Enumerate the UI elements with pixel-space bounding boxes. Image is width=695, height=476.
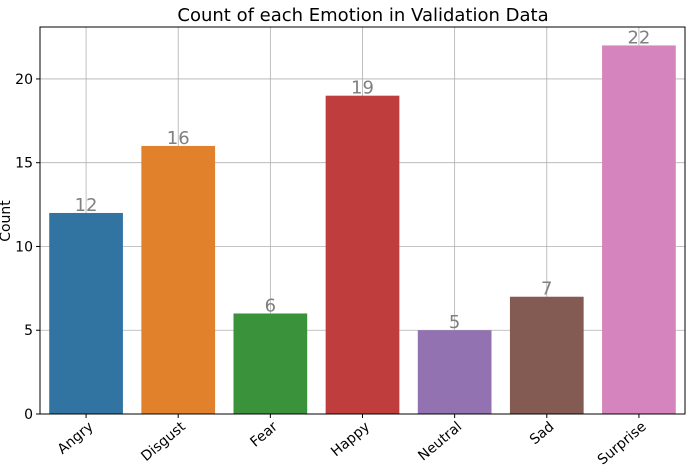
x-tick-label: Angry — [55, 419, 97, 458]
x-tick-label: Happy — [328, 419, 373, 460]
x-tick-label: Surprise — [595, 419, 650, 469]
bar-value-label: 6 — [265, 295, 276, 316]
y-tick-label: 10 — [15, 239, 33, 255]
bar-happy — [325, 95, 400, 415]
y-tick-label: 0 — [24, 407, 33, 423]
bar-value-label: 22 — [627, 27, 650, 48]
bar-value-labels: 12 16 6 19 5 7 22 — [75, 27, 651, 333]
bar-value-label: 16 — [167, 128, 190, 149]
bar-value-label: 19 — [351, 78, 374, 99]
bar-sad — [509, 296, 584, 414]
x-tick-label: Fear — [247, 419, 281, 451]
y-tick-label: 15 — [15, 156, 33, 172]
bar-surprise — [602, 45, 676, 415]
bar-fear — [233, 313, 308, 414]
y-axis-label: Count — [0, 200, 14, 242]
bar-value-label: 5 — [449, 312, 460, 333]
bar-value-label: 12 — [75, 195, 98, 216]
plot-frame — [39, 26, 686, 415]
x-tick-label: Neutral — [415, 419, 465, 464]
x-tick-label: Sad — [527, 419, 557, 448]
y-tick-label: 20 — [15, 72, 33, 88]
bar-value-label: 7 — [541, 279, 552, 300]
bars — [49, 45, 676, 415]
bar-neutral — [417, 330, 492, 414]
y-tick-label: 5 — [24, 323, 33, 339]
x-tick-label: Disgust — [138, 418, 189, 464]
chart-title: Count of each Emotion in Validation Data — [177, 5, 548, 26]
bar-angry — [49, 212, 123, 414]
bar-disgust — [141, 145, 216, 414]
